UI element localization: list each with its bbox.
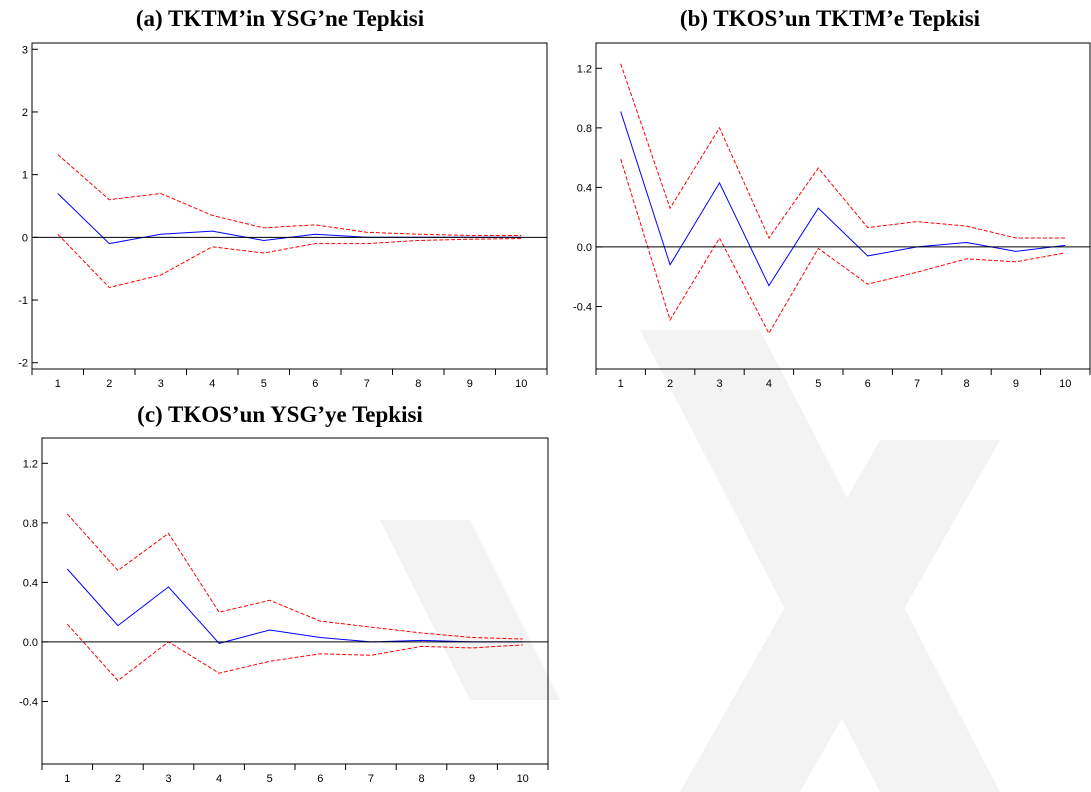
y-tick-label: 0.8 xyxy=(577,123,592,135)
watermark-stripe xyxy=(380,520,560,700)
y-tick-label: -0.4 xyxy=(19,696,38,708)
x-tick-label: 1 xyxy=(618,378,624,390)
y-tick-label: -1 xyxy=(18,295,28,307)
x-tick-label: 8 xyxy=(418,773,424,785)
x-tick-label: 2 xyxy=(667,378,673,390)
x-tick-label: 2 xyxy=(115,773,121,785)
x-tick-label: 9 xyxy=(1013,378,1019,390)
y-tick-label: -0.4 xyxy=(573,301,592,313)
y-tick-label: 0.4 xyxy=(577,182,592,194)
watermark-stripe xyxy=(680,440,1000,792)
series-line-upper xyxy=(57,154,522,236)
x-tick-label: 1 xyxy=(55,378,61,390)
y-tick-label: 2 xyxy=(22,107,28,119)
y-tick-label: 0.8 xyxy=(23,518,38,530)
y-tick-label: -2 xyxy=(18,358,28,370)
y-tick-label: 0.4 xyxy=(23,577,38,589)
y-tick-label: 0.0 xyxy=(23,637,38,649)
x-tick-label: 8 xyxy=(963,378,969,390)
x-tick-label: 3 xyxy=(165,773,171,785)
x-tick-label: 10 xyxy=(1059,378,1071,390)
series-line-lower xyxy=(66,623,523,682)
x-tick-label: 9 xyxy=(469,773,475,785)
x-tick-label: 2 xyxy=(106,378,112,390)
x-tick-label: 4 xyxy=(209,378,215,390)
x-tick-label: 9 xyxy=(467,378,473,390)
x-tick-label: 7 xyxy=(914,378,920,390)
x-tick-label: 5 xyxy=(267,773,273,785)
y-tick-label: 0.0 xyxy=(577,242,592,254)
plot-frame xyxy=(41,437,549,765)
x-tick-label: 6 xyxy=(312,378,318,390)
x-tick-label: 3 xyxy=(158,378,164,390)
series-line-response xyxy=(66,568,523,644)
x-tick-label: 1 xyxy=(64,773,70,785)
series-line-lower xyxy=(620,158,1066,335)
x-tick-label: 10 xyxy=(517,773,529,785)
y-tick-label: 1.2 xyxy=(23,458,38,470)
y-tick-label: 1 xyxy=(22,170,28,182)
x-tick-label: 7 xyxy=(368,773,374,785)
x-tick-label: 8 xyxy=(415,378,421,390)
x-tick-label: 6 xyxy=(865,378,871,390)
chart-title: (b) TKOS’un TKTM’e Tepkisi xyxy=(680,6,981,31)
series-line-upper xyxy=(66,513,523,640)
x-tick-label: 7 xyxy=(364,378,370,390)
x-tick-label: 3 xyxy=(716,378,722,390)
y-tick-label: 0 xyxy=(22,232,28,244)
x-tick-label: 6 xyxy=(317,773,323,785)
chart-title: (a) TKTM’in YSG’ne Tepkisi xyxy=(136,6,425,31)
x-tick-label: 5 xyxy=(261,378,267,390)
x-tick-label: 4 xyxy=(216,773,222,785)
x-tick-label: 4 xyxy=(766,378,772,390)
x-tick-label: 10 xyxy=(515,378,527,390)
series-line-upper xyxy=(620,63,1066,240)
chart-title: (c) TKOS’un YSG’ye Tepkisi xyxy=(137,402,423,427)
y-tick-label: 3 xyxy=(22,44,28,56)
y-tick-label: 1.2 xyxy=(577,63,592,75)
x-tick-label: 5 xyxy=(815,378,821,390)
